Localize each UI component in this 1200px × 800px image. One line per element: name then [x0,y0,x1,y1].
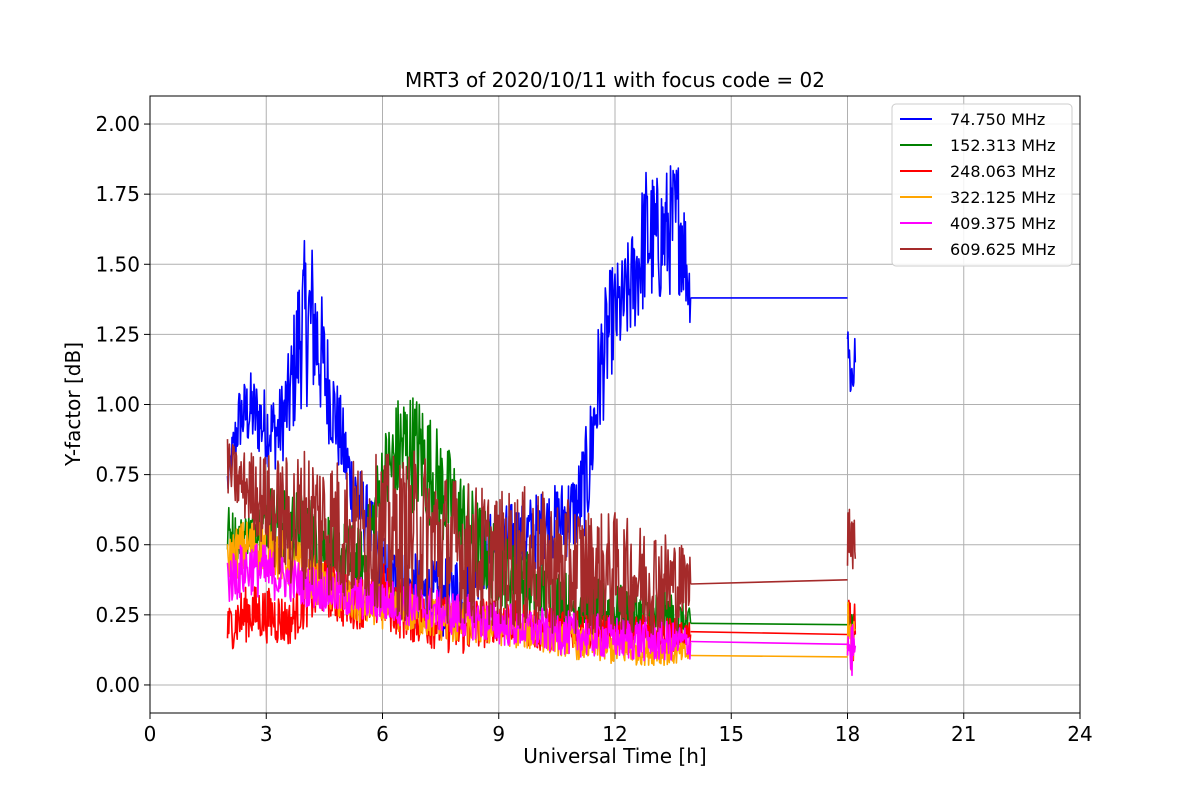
x-tick-label: 18 [835,722,860,746]
legend-label: 609.625 MHz [950,240,1055,259]
legend-label: 322.125 MHz [950,188,1055,207]
y-tick-label: 1.00 [95,393,140,417]
legend: 74.750 MHz 152.313 MHz 248.063 MHz 322.125 … [891,103,1073,267]
series-line-segment [846,331,857,393]
series-line-segment [846,508,857,570]
legend-label: 248.063 MHz [950,162,1055,181]
x-tick-label: 24 [1067,722,1092,746]
series-409-375-mhz [226,543,857,677]
x-tick-label: 3 [260,722,273,746]
y-tick-label: 0.50 [95,533,140,557]
legend-box [891,103,1073,267]
series-line-segment [690,630,848,636]
y-axis-label: Y-factor [dB] [61,342,85,467]
legend-label: 152.313 MHz [950,136,1055,155]
x-tick-label: 15 [719,722,744,746]
x-axis-label: Universal Time [h] [523,744,706,768]
series-line-segment [690,654,848,658]
y-tick-label: 1.50 [95,252,140,276]
y-tick-label: 0.00 [95,673,140,697]
y-tick-label: 2.00 [95,112,140,136]
chart-title: MRT3 of 2020/10/11 with focus code = 02 [405,68,825,92]
x-tick-label: 6 [376,722,389,746]
x-tick-label: 0 [144,722,157,746]
legend-label: 74.750 MHz [950,110,1045,129]
series-line-segment [690,579,848,585]
x-tick-label: 12 [602,722,627,746]
series-line-segment [846,623,857,677]
series-609-625-mhz [226,439,857,636]
y-axis-ticks: 0.00 0.25 0.50 0.75 1.00 1.25 1.50 1.75 2.00 [95,112,150,697]
series-line-segment [690,622,848,626]
y-tick-label: 1.25 [95,322,140,346]
legend-label: 409.375 MHz [950,214,1055,233]
x-tick-label: 21 [951,722,976,746]
y-tick-label: 0.75 [95,463,140,487]
x-axis-ticks: 0 3 6 9 12 15 18 21 24 [144,713,1093,746]
series-layer [226,165,857,677]
y-tick-label: 0.25 [95,603,140,627]
x-tick-label: 9 [492,722,505,746]
series-line-segment [226,543,692,662]
y-tick-label: 1.75 [95,182,140,206]
series-line-segment [690,640,848,646]
series-line-segment [226,439,692,636]
